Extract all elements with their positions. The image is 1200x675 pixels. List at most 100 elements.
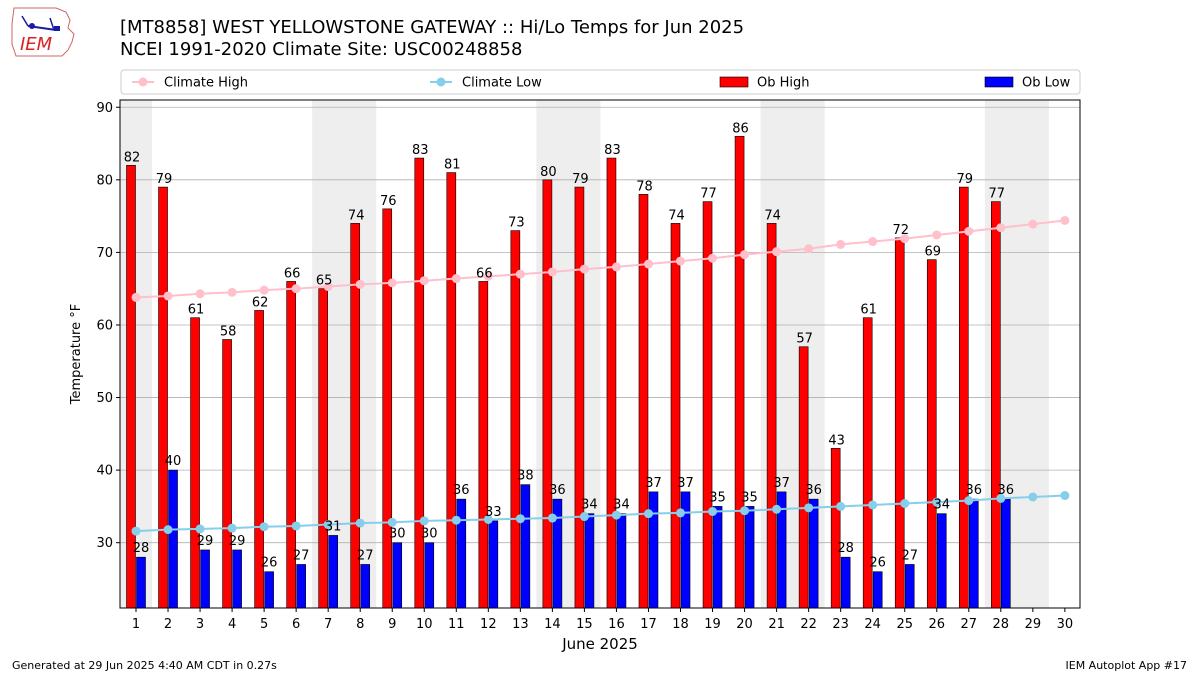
ob-high-label: 77 (700, 187, 717, 202)
app-note: IEM Autoplot App #17 (1065, 659, 1188, 672)
ob-high-bar (478, 281, 489, 609)
ob-low-bar (264, 571, 274, 609)
climate-low-point (611, 510, 621, 520)
ob-low-label: 30 (389, 527, 406, 542)
ob-low-label: 31 (325, 519, 342, 534)
x-tick-label: 9 (388, 617, 396, 632)
y-tick-label: 80 (96, 173, 113, 188)
ob-low-bar (744, 506, 755, 609)
climate-high-point (259, 285, 269, 295)
x-tick-label: 20 (736, 617, 753, 632)
climate-low-point (227, 523, 237, 533)
gridlines (120, 106, 1080, 544)
data-labels: 82 28 79 40 61 29 58 29 62 26 66 27 65 31 74 27 76 30 83 30… (124, 121, 1014, 570)
legend-item: Ob Low (984, 76, 1071, 91)
ob-high-bar (222, 339, 232, 609)
climate-low-point (483, 514, 493, 524)
ob-high-bar (382, 208, 393, 609)
ob-high-label: 78 (636, 179, 653, 194)
ob-low-bar (968, 498, 979, 609)
climate-low-point (291, 521, 301, 531)
ob-low-bar (296, 564, 306, 609)
x-tick-label: 15 (576, 617, 593, 632)
climate-low-point (996, 493, 1006, 503)
ob-low-bar (392, 542, 403, 609)
ob-high-bar (510, 230, 521, 609)
ob-high-label: 57 (796, 332, 813, 347)
ob-high-label: 80 (540, 165, 557, 180)
ob-high-label: 66 (476, 266, 493, 281)
ob-high-label: 72 (892, 223, 909, 238)
ob-low-bar (872, 571, 883, 609)
legend-item: Climate High (132, 76, 248, 91)
ob-low-label: 29 (229, 534, 246, 549)
ob-high-label: 76 (380, 194, 397, 209)
ob-low-bar (648, 491, 659, 609)
ob-high-label: 65 (316, 274, 333, 289)
climate-low-point (772, 504, 782, 514)
ob-low-label: 29 (197, 534, 214, 549)
x-tick-label: 6 (292, 617, 300, 632)
climate-high-point (772, 247, 782, 257)
climate-low-point (323, 520, 333, 530)
x-tick-label: 22 (800, 617, 817, 632)
legend: Climate High Climate Low Ob High Ob Low (120, 69, 1081, 95)
ob-high-bar (670, 223, 681, 609)
title-line-2: NCEI 1991-2020 Climate Site: USC00248858 (120, 39, 523, 60)
ob-low-label: 27 (357, 548, 374, 563)
legend-marker (138, 77, 148, 87)
climate-high-point (900, 234, 910, 244)
ob-low-bar (136, 556, 146, 609)
climate-low-point (163, 525, 173, 535)
x-tick-label: 4 (228, 617, 236, 632)
ob-low-label: 34 (613, 498, 630, 513)
legend-marker (436, 77, 446, 87)
ob-high-label: 74 (348, 208, 365, 223)
ob-low-bar (200, 549, 210, 609)
ob-high-bar (766, 223, 777, 609)
ob-low-label: 37 (773, 476, 790, 491)
climate-high-point (387, 278, 397, 288)
title-line-1: [MT8858] WEST YELLOWSTONE GATEWAY :: Hi/… (120, 17, 745, 38)
ob-low-bar (1001, 498, 1011, 609)
climate-high-point (483, 271, 493, 281)
climate-low-point (900, 498, 910, 508)
ob-low-label: 36 (805, 483, 822, 498)
legend-label: Climate High (164, 76, 248, 91)
climate-low-point (964, 496, 974, 506)
climate-low-point (419, 516, 429, 526)
climate-low-point (355, 518, 365, 528)
x-tick-label: 30 (1057, 617, 1074, 632)
ob-high-bar (926, 259, 937, 609)
ob-high-label: 58 (220, 324, 237, 339)
climate-high-point (643, 259, 653, 269)
x-tick-label: 28 (993, 617, 1010, 632)
ob-low-bar (520, 484, 531, 609)
chart-title: [MT8858] WEST YELLOWSTONE GATEWAY :: Hi/… (120, 17, 744, 61)
climate-low-point (387, 517, 397, 527)
climate-low-point (868, 500, 878, 510)
climate-low-point (515, 514, 525, 524)
ob-high-bar (798, 346, 809, 609)
climate-high-point (579, 264, 589, 274)
bars (126, 135, 1011, 609)
ob-low-label: 35 (709, 490, 726, 505)
x-tick-label: 24 (864, 617, 881, 632)
ob-low-label: 28 (837, 541, 854, 556)
legend-label: Climate Low (462, 76, 542, 91)
ob-high-label: 43 (828, 433, 845, 448)
x-tick-label: 26 (928, 617, 945, 632)
ob-low-label: 36 (998, 483, 1015, 498)
ob-low-bar (424, 542, 435, 609)
ob-low-label: 33 (485, 505, 502, 520)
ob-low-label: 28 (133, 541, 150, 556)
ob-high-bar (190, 317, 200, 609)
climate-low-point (836, 501, 846, 511)
climate-high-point (1028, 219, 1038, 229)
x-tick-label: 16 (608, 617, 625, 632)
x-tick-label: 11 (448, 617, 465, 632)
ob-high-bar (542, 179, 553, 609)
ob-high-bar (606, 157, 617, 609)
ob-low-bar (808, 498, 819, 609)
